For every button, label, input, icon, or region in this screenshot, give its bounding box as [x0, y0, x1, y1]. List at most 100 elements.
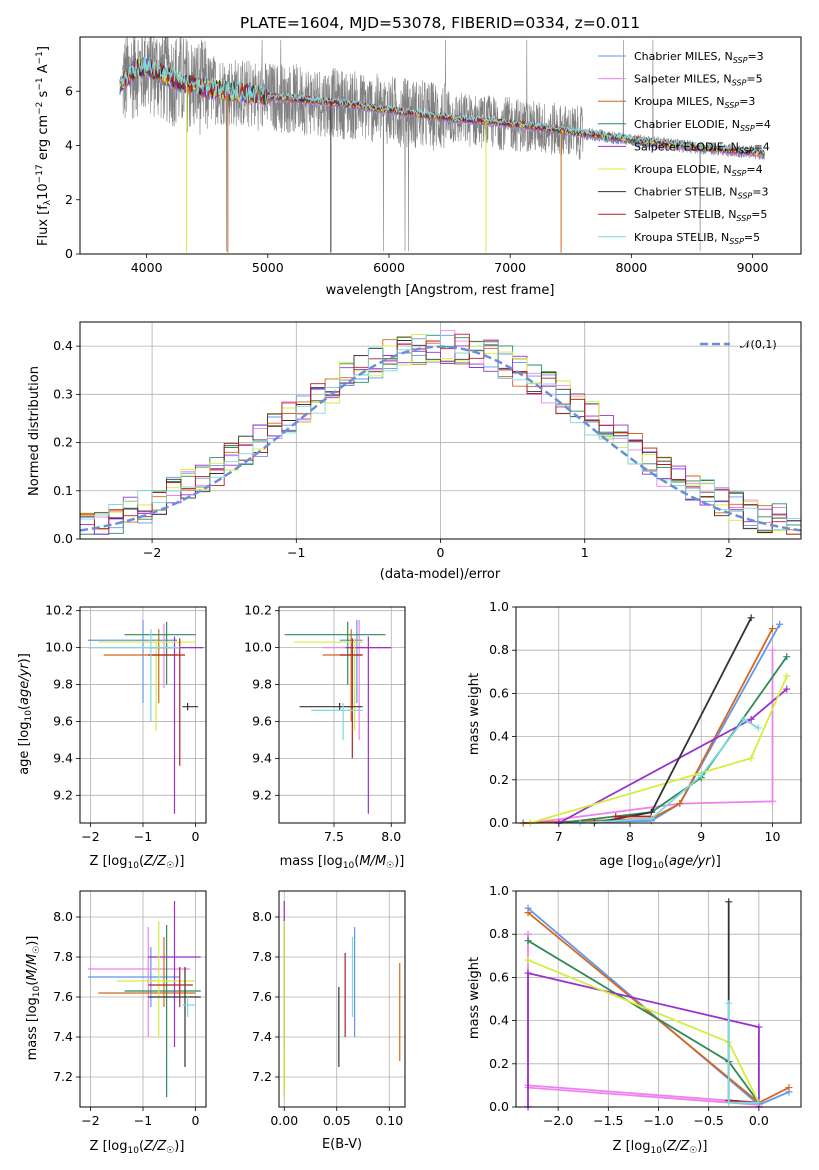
y-tick-label: 0.2: [53, 435, 73, 450]
weight-series-line: [527, 939, 760, 1104]
weight-point-marker: [524, 937, 532, 945]
axes-frame: [79, 606, 207, 824]
mass-vs-EBV-panel: 0.00 0.05 0.10 7.2 7.4 7.6 7.8 8.0: [252, 890, 406, 1128]
weight-vs-Z-xlabel: Z [log10(Z/Z☉)]: [613, 1139, 708, 1156]
y-tick-label: 8.0: [53, 909, 73, 924]
y-tick-label: 0.3: [53, 386, 73, 401]
errorbar-point: [148, 901, 201, 1047]
y-tick-label: 0.2: [489, 1056, 509, 1071]
y-tick-label: 0.6: [489, 969, 509, 984]
errorbar-point: [148, 638, 185, 766]
y-tick-label: 9.6: [252, 713, 272, 728]
weight-point-marker: [776, 620, 784, 628]
spectrum-panel: 4000 5000 6000 7000 8000 9000 0 2 4 6 wavelength …: [35, 36, 802, 298]
y-tick-label: 7.2: [53, 1069, 73, 1084]
errorbar-point: [124, 925, 201, 1097]
y-tick-label: 0.8: [489, 926, 509, 941]
legend-entry: Salpeter MILES, NSSP=5: [634, 73, 763, 88]
weight-point-marker: [785, 1084, 793, 1092]
x-tick-label: 0: [192, 1113, 200, 1128]
x-tick-label: 9000: [737, 260, 769, 275]
weight-point-marker: [740, 715, 748, 723]
errorbar-point: [299, 703, 363, 711]
weight-series: [526, 672, 791, 827]
y-tick-label: 0.4: [489, 729, 509, 744]
y-tick-label: 0.2: [489, 772, 509, 787]
y-tick-label: 0.8: [489, 642, 509, 657]
residuals-ylabel: Normed distribution: [27, 366, 42, 496]
y-tick-label: 9.8: [252, 677, 272, 692]
errorbar-point: [87, 947, 180, 1007]
weight-point-marker: [755, 1099, 763, 1107]
errorbar-point: [87, 619, 178, 703]
x-tick-label: 8.0: [381, 829, 401, 844]
y-tick-label: 7.4: [53, 1029, 73, 1044]
spectrum-xlabel: wavelength [Angstrom, rest frame]: [326, 283, 555, 298]
x-tick-label: 1: [581, 545, 589, 560]
weight-series: [725, 898, 763, 1107]
y-tick-label: 8.0: [252, 909, 272, 924]
axes-frame: [278, 890, 406, 1108]
residual-histogram-step: [79, 334, 801, 539]
weight-series: [725, 999, 763, 1107]
weight-series: [524, 937, 763, 1107]
x-tick-label: 9: [697, 829, 705, 844]
errorbar-point: [182, 997, 196, 1017]
residual-histograms: [79, 330, 801, 539]
weight-point-marker: [524, 909, 532, 917]
weight-point-marker: [524, 956, 532, 964]
errorbar-point: [87, 623, 204, 689]
y-tick-label: 7.2: [252, 1069, 272, 1084]
y-tick-label: 7.6: [53, 989, 73, 1004]
errorbar-point: [345, 636, 392, 814]
residuals-panel: −2 −1 0 1 2 0.0 0.1 0.2 0.3 0.4 (data-model)/erro…: [27, 321, 802, 582]
errorbar-point: [284, 621, 386, 685]
y-tick-label: 9.2: [252, 787, 272, 802]
weight-series-line: [594, 617, 752, 824]
weight-point-marker: [725, 1099, 733, 1107]
errorbar-point: [148, 967, 193, 1007]
age-vs-mass-panel: 7.5 8.0 9.2 9.4 9.6 9.8 10.0 10.2: [244, 603, 406, 844]
weight-series: [524, 956, 763, 1107]
y-tick-label: 0.0: [489, 815, 509, 830]
weight-vs-age-xlabel: age [log10(age/yr)]: [599, 854, 721, 871]
weight-point-marker: [524, 969, 532, 977]
y-tick-label: 7.4: [252, 1029, 272, 1044]
x-tick-label: −1: [287, 545, 305, 560]
mass-vs-Z-ylabel: mass [log10(M/M☉)]: [25, 936, 42, 1061]
mass-vs-EBV-xlabel: E(B-V): [322, 1137, 362, 1152]
age-vs-Z-panel: −2 −1 0 9.2 9.4 9.6 9.8 10.0 10.2: [45, 603, 207, 844]
x-tick-label: 2: [725, 545, 733, 560]
weight-series: [590, 614, 755, 827]
x-tick-label: 4000: [131, 260, 163, 275]
weight-point-marker: [697, 771, 705, 779]
weight-point-marker: [725, 898, 733, 906]
x-tick-label: 6000: [373, 260, 405, 275]
legend-entry: Salpeter STELIB, NSSP=5: [634, 208, 767, 223]
age-vs-mass-xlabel: mass [log10(M/M☉)]: [280, 854, 405, 871]
x-tick-label: −1.0: [643, 1113, 673, 1128]
errorbar-point: [124, 621, 196, 685]
x-tick-label: −1: [134, 1113, 152, 1128]
weight-point-marker: [755, 1023, 763, 1031]
weight-point-marker: [783, 653, 791, 661]
x-tick-label: −1: [134, 829, 152, 844]
x-tick-label: −1.5: [593, 1113, 623, 1128]
axes-frame: [79, 890, 207, 1108]
y-tick-label: 9.2: [53, 787, 73, 802]
x-tick-label: 0.00: [270, 1113, 298, 1128]
y-tick-label: 6: [65, 83, 73, 98]
errorbar-point: [311, 703, 363, 740]
spectrum-ylabel: Flux [fλ10−17 erg cm−2 s−1 A−1]: [35, 46, 53, 246]
y-tick-label: 9.6: [53, 713, 73, 728]
legend-entry: Kroupa ELODIE, NSSP=4: [634, 163, 763, 178]
y-tick-label: 0.1: [53, 483, 73, 498]
weight-vs-age-panel: 7 8 9 10 0.0 0.2 0.4 0.6 0.8 1.0: [489, 599, 802, 844]
weight-point-marker: [524, 930, 532, 938]
x-tick-label: 0.10: [375, 1113, 403, 1128]
axes-frame: [515, 606, 802, 824]
x-tick-label: 0: [437, 545, 445, 560]
weight-series-line: [527, 971, 760, 1107]
normal-reference-curve: [79, 345, 802, 532]
